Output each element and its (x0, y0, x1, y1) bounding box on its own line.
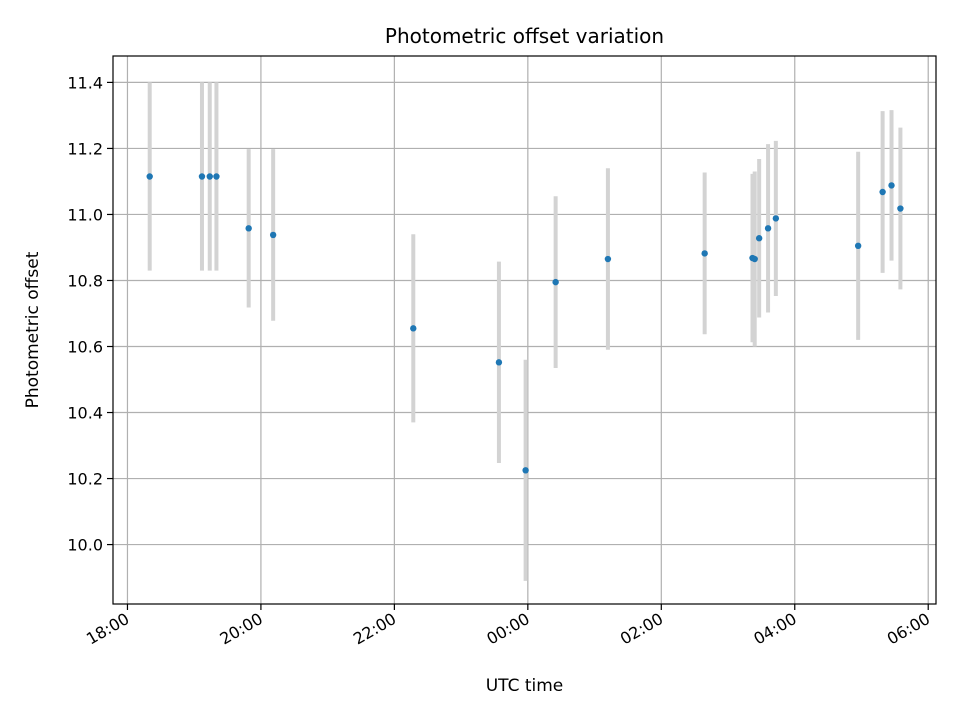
data-point (213, 173, 220, 180)
y-tick-label: 10.6 (67, 338, 103, 357)
data-point (522, 467, 529, 474)
data-point (410, 325, 417, 332)
y-tick-label: 11.0 (67, 205, 103, 224)
data-point (604, 255, 612, 263)
y-tick-label: 10.0 (67, 536, 103, 555)
data-point (897, 205, 904, 212)
data-point (764, 225, 772, 232)
y-tick-label: 11.4 (67, 73, 103, 92)
data-point (701, 250, 708, 257)
x-axis-title: UTC time (486, 676, 564, 696)
data-point (269, 231, 277, 239)
data-point (772, 215, 780, 222)
data-points (146, 173, 904, 474)
y-axis-ticks: 10.0 10.2 10.4 10.6 10.8 11.0 11.2 11.4 (67, 73, 113, 555)
data-point (198, 173, 206, 180)
data-point (755, 235, 763, 242)
data-point (552, 278, 559, 286)
data-point (495, 359, 503, 366)
data-point (146, 173, 153, 180)
data-point (879, 188, 886, 196)
y-tick-label: 10.4 (67, 404, 103, 423)
data-point (245, 225, 252, 232)
plot-frame (112, 55, 937, 605)
y-axis-title: Photometric offset (23, 251, 43, 408)
data-point (888, 182, 895, 189)
y-tick-label: 10.2 (67, 470, 103, 489)
y-tick-label: 11.2 (67, 139, 103, 158)
data-point (854, 242, 862, 250)
data-point (206, 173, 213, 180)
chart-title: Photometric offset variation (385, 24, 664, 48)
data-point (751, 255, 758, 263)
y-tick-label: 10.8 (67, 271, 103, 290)
